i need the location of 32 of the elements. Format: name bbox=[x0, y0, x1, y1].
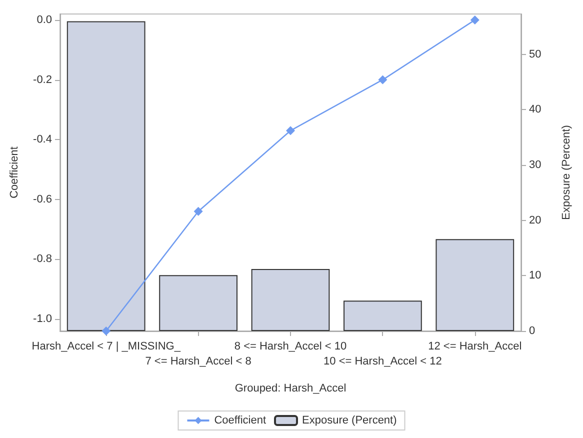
y2-axis-title: Exposure (Percent) bbox=[560, 125, 572, 220]
bar bbox=[251, 269, 330, 331]
y2-tick-label: 0 bbox=[529, 325, 536, 337]
x-tick-label: 8 <= Harsh_Accel < 10 bbox=[234, 340, 347, 352]
y-tick-label: -0.2 bbox=[33, 74, 52, 86]
y2-tick-label: 10 bbox=[529, 270, 542, 282]
bar bbox=[159, 275, 238, 331]
bar bbox=[66, 21, 146, 331]
y2-tick-label: 30 bbox=[529, 159, 542, 172]
x-axis-title: Grouped: Harsh_Accel bbox=[234, 382, 346, 394]
legend-label: Coefficient bbox=[214, 414, 266, 426]
x-tick-label: 10 <= Harsh_Accel < 12 bbox=[324, 356, 442, 368]
y-axis-title: Coefficient bbox=[8, 146, 20, 198]
bar bbox=[436, 239, 514, 331]
point bbox=[194, 206, 203, 216]
x-tick-label: 12 <= Harsh_Accel bbox=[428, 340, 522, 352]
point bbox=[102, 326, 111, 336]
y-tick-label: -0.6 bbox=[33, 193, 52, 206]
bar bbox=[344, 300, 422, 331]
point bbox=[470, 15, 480, 24]
x-tick-label: Harsh_Accel < 7 | _MISSING_ bbox=[32, 340, 182, 352]
point bbox=[286, 126, 295, 136]
y-tick-label: -0.8 bbox=[33, 253, 52, 266]
legend-label: Exposure (Percent) bbox=[302, 414, 397, 426]
y2-tick-label: 20 bbox=[529, 214, 542, 226]
x-tick-label: 7 <= Harsh_Accel < 8 bbox=[145, 356, 252, 368]
y-tick-label: -0.4 bbox=[33, 134, 52, 146]
y-tick-label: -1.0 bbox=[33, 313, 52, 326]
y-tick-label: 0.0 bbox=[36, 14, 52, 26]
y2-tick-label: 40 bbox=[529, 104, 542, 116]
y2-tick-label: 50 bbox=[529, 48, 542, 60]
point bbox=[378, 75, 388, 84]
